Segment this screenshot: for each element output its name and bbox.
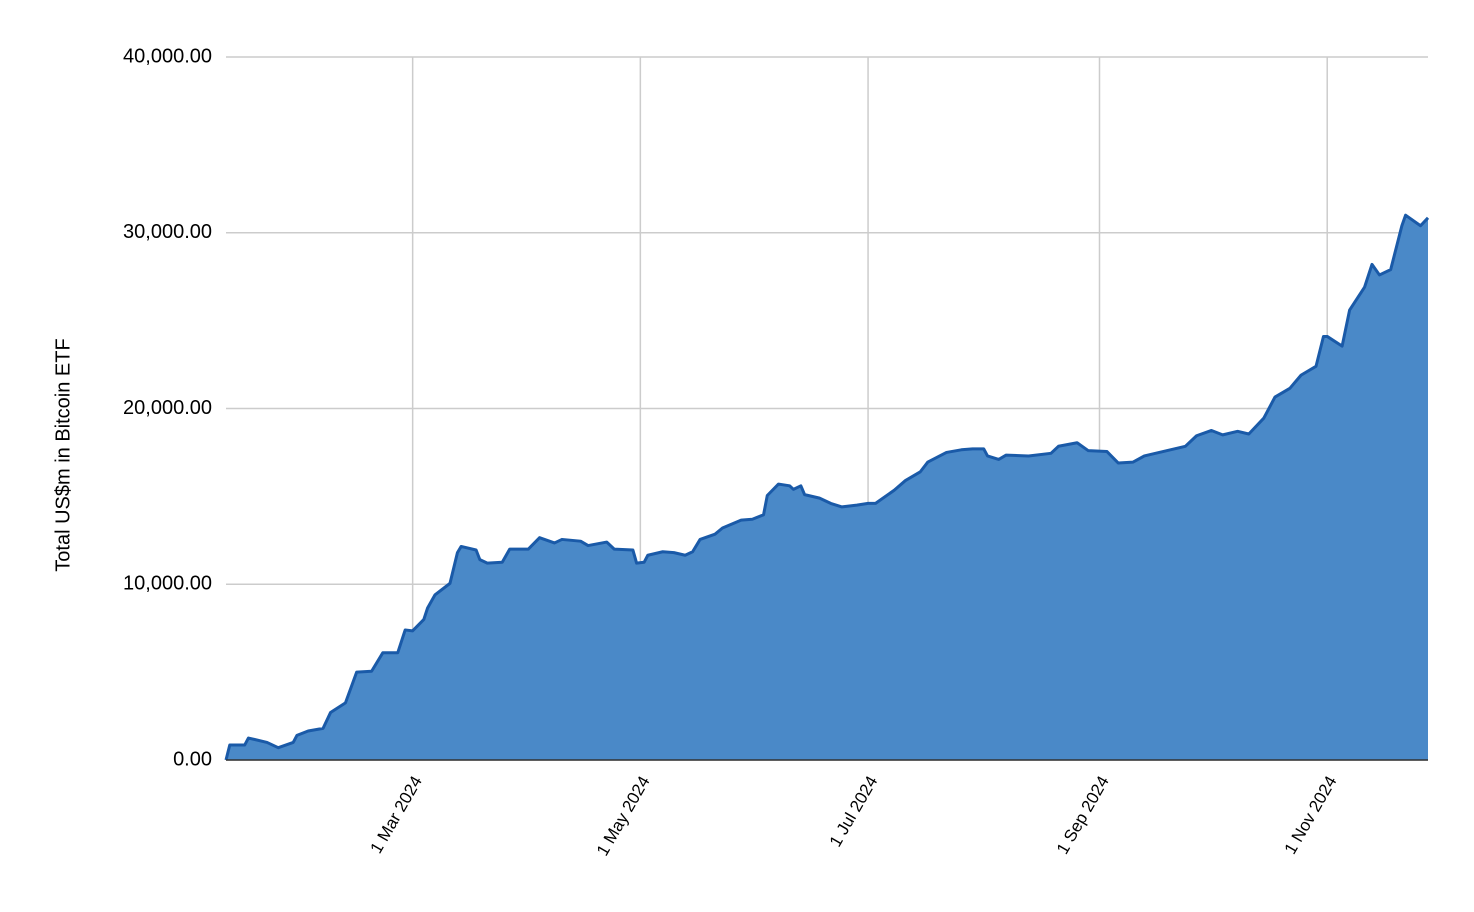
x-tick-label: 1 May 2024 <box>593 773 654 859</box>
x-tick-label: 1 Jul 2024 <box>826 773 882 850</box>
x-tick-label: 1 Mar 2024 <box>367 773 426 857</box>
x-tick-label: 1 Nov 2024 <box>1281 773 1341 858</box>
y-tick-label: 20,000.00 <box>123 397 212 419</box>
y-axis-title: Total US$m in Bitcoin ETF <box>52 338 74 571</box>
y-tick-label: 40,000.00 <box>123 45 212 67</box>
y-tick-label: 0.00 <box>173 748 212 770</box>
x-tick-label: 1 Sep 2024 <box>1053 773 1113 858</box>
area-line <box>224 213 1430 761</box>
area-fill <box>226 215 1428 761</box>
y-tick-label: 10,000.00 <box>123 573 212 595</box>
y-tick-label: 30,000.00 <box>123 221 212 243</box>
